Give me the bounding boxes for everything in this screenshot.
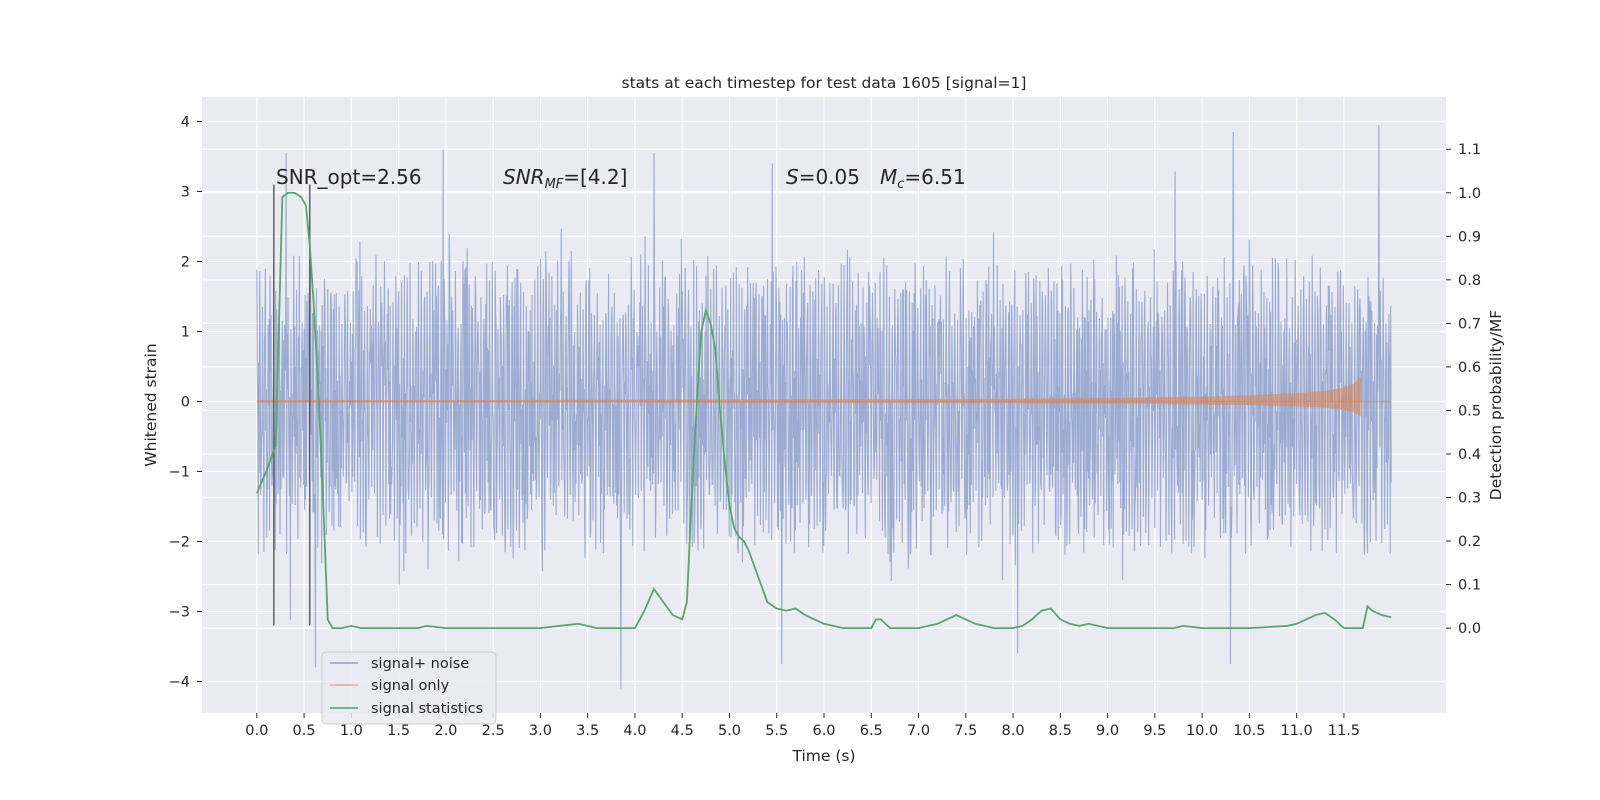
s-symbol: S bbox=[786, 165, 799, 189]
x-tick-label: 11.5 bbox=[1328, 723, 1360, 739]
annotation-snr-opt: SNR_opt=2.56 bbox=[276, 165, 422, 189]
y2-tick-label: 0.6 bbox=[1458, 360, 1481, 376]
signal-noise-series bbox=[256, 124, 1392, 689]
y-axis-ticks: 4 3 2 1 0 −1 −2 −3 −4 bbox=[169, 115, 202, 691]
x-tick-label: 2.5 bbox=[482, 723, 505, 739]
y2-tick-label: 1.1 bbox=[1458, 142, 1481, 158]
annotation-s: S=0.05 bbox=[786, 165, 860, 189]
y-tick-label: 4 bbox=[181, 115, 190, 131]
snr-mf-symbol: SNR bbox=[503, 165, 545, 189]
x-tick-label: 3.5 bbox=[576, 723, 599, 739]
legend-label-noise: signal+ noise bbox=[371, 656, 469, 672]
signal-only-series bbox=[256, 377, 1392, 417]
x-tick-label: 8.0 bbox=[1002, 723, 1025, 739]
y2-tick-label: 0.7 bbox=[1458, 316, 1481, 332]
s-value: =0.05 bbox=[799, 165, 860, 189]
legend-box bbox=[321, 651, 497, 725]
y-tick-label: −2 bbox=[169, 535, 190, 551]
x-tick-label: 5.0 bbox=[718, 723, 741, 739]
chart-title: stats at each timestep for test data 160… bbox=[622, 74, 1027, 92]
x-tick-label: 1.5 bbox=[387, 723, 410, 739]
x-tick-label: 0.0 bbox=[245, 723, 268, 739]
x-tick-label: 1.0 bbox=[340, 723, 363, 739]
legend-label-signal: signal only bbox=[371, 678, 450, 694]
annotation-mc: Mc=6.51 bbox=[880, 165, 966, 192]
x-tick-label: 9.5 bbox=[1143, 723, 1166, 739]
signal-statistics-series bbox=[256, 191, 1392, 630]
y-tick-label: 0 bbox=[181, 395, 190, 411]
x-tick-label: 2.0 bbox=[434, 723, 457, 739]
y2-tick-label: 1.0 bbox=[1458, 186, 1481, 202]
y-tick-label: −4 bbox=[169, 675, 190, 691]
y-tick-label: 3 bbox=[181, 185, 190, 201]
x-tick-label: 4.5 bbox=[671, 723, 694, 739]
x-tick-label: 0.5 bbox=[293, 723, 316, 739]
x-tick-label: 8.5 bbox=[1049, 723, 1072, 739]
snr-mf-subscript: MF bbox=[545, 177, 564, 192]
y2-axis-ticks: 1.1 1.0 0.9 0.8 0.7 0.6 0.5 0.4 0.3 0.2 0.1 0.0 bbox=[1446, 142, 1481, 637]
x-tick-label: 5.5 bbox=[765, 723, 788, 739]
grid bbox=[202, 97, 1446, 713]
x-tick-label: 6.5 bbox=[860, 723, 883, 739]
y2-tick-label: 0.1 bbox=[1458, 578, 1481, 594]
y-axis-label: Whitened strain bbox=[142, 343, 160, 466]
x-tick-label: 9.0 bbox=[1096, 723, 1119, 739]
signal-noise-line bbox=[256, 124, 1392, 689]
mc-value: =6.51 bbox=[904, 165, 965, 189]
y2-tick-label: 0.4 bbox=[1458, 447, 1481, 463]
mc-symbol: M bbox=[880, 165, 897, 189]
y-tick-label: −1 bbox=[169, 465, 190, 481]
y-tick-label: 2 bbox=[181, 255, 190, 271]
x-tick-label: 10.5 bbox=[1233, 723, 1265, 739]
y-tick-label: 1 bbox=[181, 325, 190, 341]
legend-label-stats: signal statistics bbox=[371, 701, 483, 717]
y2-tick-label: 0.3 bbox=[1458, 491, 1481, 507]
x-tick-label: 7.5 bbox=[954, 723, 977, 739]
y2-tick-label: 0.8 bbox=[1458, 273, 1481, 289]
x-tick-label: 3.0 bbox=[529, 723, 552, 739]
x-tick-label: 6.0 bbox=[812, 723, 835, 739]
y2-tick-label: 0.2 bbox=[1458, 534, 1481, 550]
x-axis-ticks: 0.0 0.5 1.0 1.5 2.0 2.5 3.0 3.5 4.0 4.5 5.0 5.5 6.0 6… bbox=[245, 713, 1360, 739]
y2-tick-label: 0.9 bbox=[1458, 229, 1481, 245]
x-tick-label: 7.0 bbox=[907, 723, 930, 739]
y2-axis-label: Detection probability/MF bbox=[1487, 310, 1505, 501]
mc-subscript: c bbox=[897, 177, 904, 192]
snr-mf-value: =[4.2] bbox=[563, 165, 627, 189]
x-tick-label: 11.0 bbox=[1280, 723, 1312, 739]
y-tick-label: −3 bbox=[169, 605, 190, 621]
signal-statistics-line bbox=[256, 191, 1392, 630]
y2-tick-label: 0.5 bbox=[1458, 403, 1481, 419]
x-tick-label: 4.0 bbox=[623, 723, 646, 739]
legend: signal+ noise signal only signal statist… bbox=[321, 651, 497, 725]
x-tick-label: 10.0 bbox=[1186, 723, 1218, 739]
annotation-snr-mf: SNRMF=[4.2] bbox=[503, 165, 627, 192]
y2-tick-label: 0.0 bbox=[1458, 621, 1481, 637]
x-axis-label: Time (s) bbox=[791, 747, 855, 765]
